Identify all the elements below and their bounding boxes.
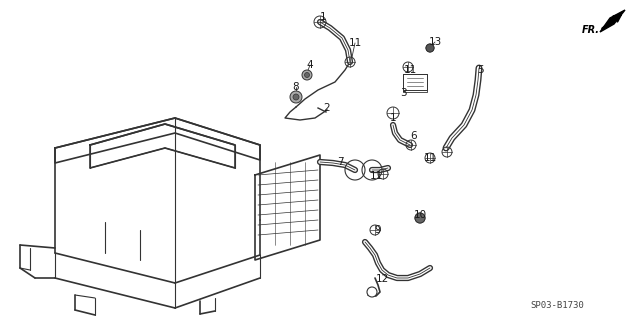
Text: FR.: FR. xyxy=(582,25,600,35)
Text: 11: 11 xyxy=(369,171,383,181)
Text: 7: 7 xyxy=(337,157,343,167)
Text: 13: 13 xyxy=(428,37,442,47)
Text: 8: 8 xyxy=(292,82,300,92)
Circle shape xyxy=(426,44,434,52)
Text: 11: 11 xyxy=(424,153,436,163)
Circle shape xyxy=(290,91,302,103)
Text: 11: 11 xyxy=(403,65,417,75)
Circle shape xyxy=(417,216,422,220)
Text: 6: 6 xyxy=(411,131,417,141)
Text: 1: 1 xyxy=(320,12,326,22)
Text: 9: 9 xyxy=(374,225,381,235)
Text: 10: 10 xyxy=(413,210,427,220)
Text: 5: 5 xyxy=(477,65,483,75)
Polygon shape xyxy=(600,10,625,32)
Text: SP03-B1730: SP03-B1730 xyxy=(530,300,584,309)
Text: 11: 11 xyxy=(348,38,362,48)
Circle shape xyxy=(305,72,310,78)
Text: 2: 2 xyxy=(324,103,330,113)
Circle shape xyxy=(415,213,425,223)
Circle shape xyxy=(426,44,434,52)
Text: 1: 1 xyxy=(390,113,396,123)
Text: 12: 12 xyxy=(376,274,388,284)
Circle shape xyxy=(293,94,299,100)
Circle shape xyxy=(367,287,377,297)
Circle shape xyxy=(428,46,432,50)
Circle shape xyxy=(415,213,425,223)
Text: 4: 4 xyxy=(307,60,314,70)
Circle shape xyxy=(302,70,312,80)
Text: 3: 3 xyxy=(400,88,406,98)
